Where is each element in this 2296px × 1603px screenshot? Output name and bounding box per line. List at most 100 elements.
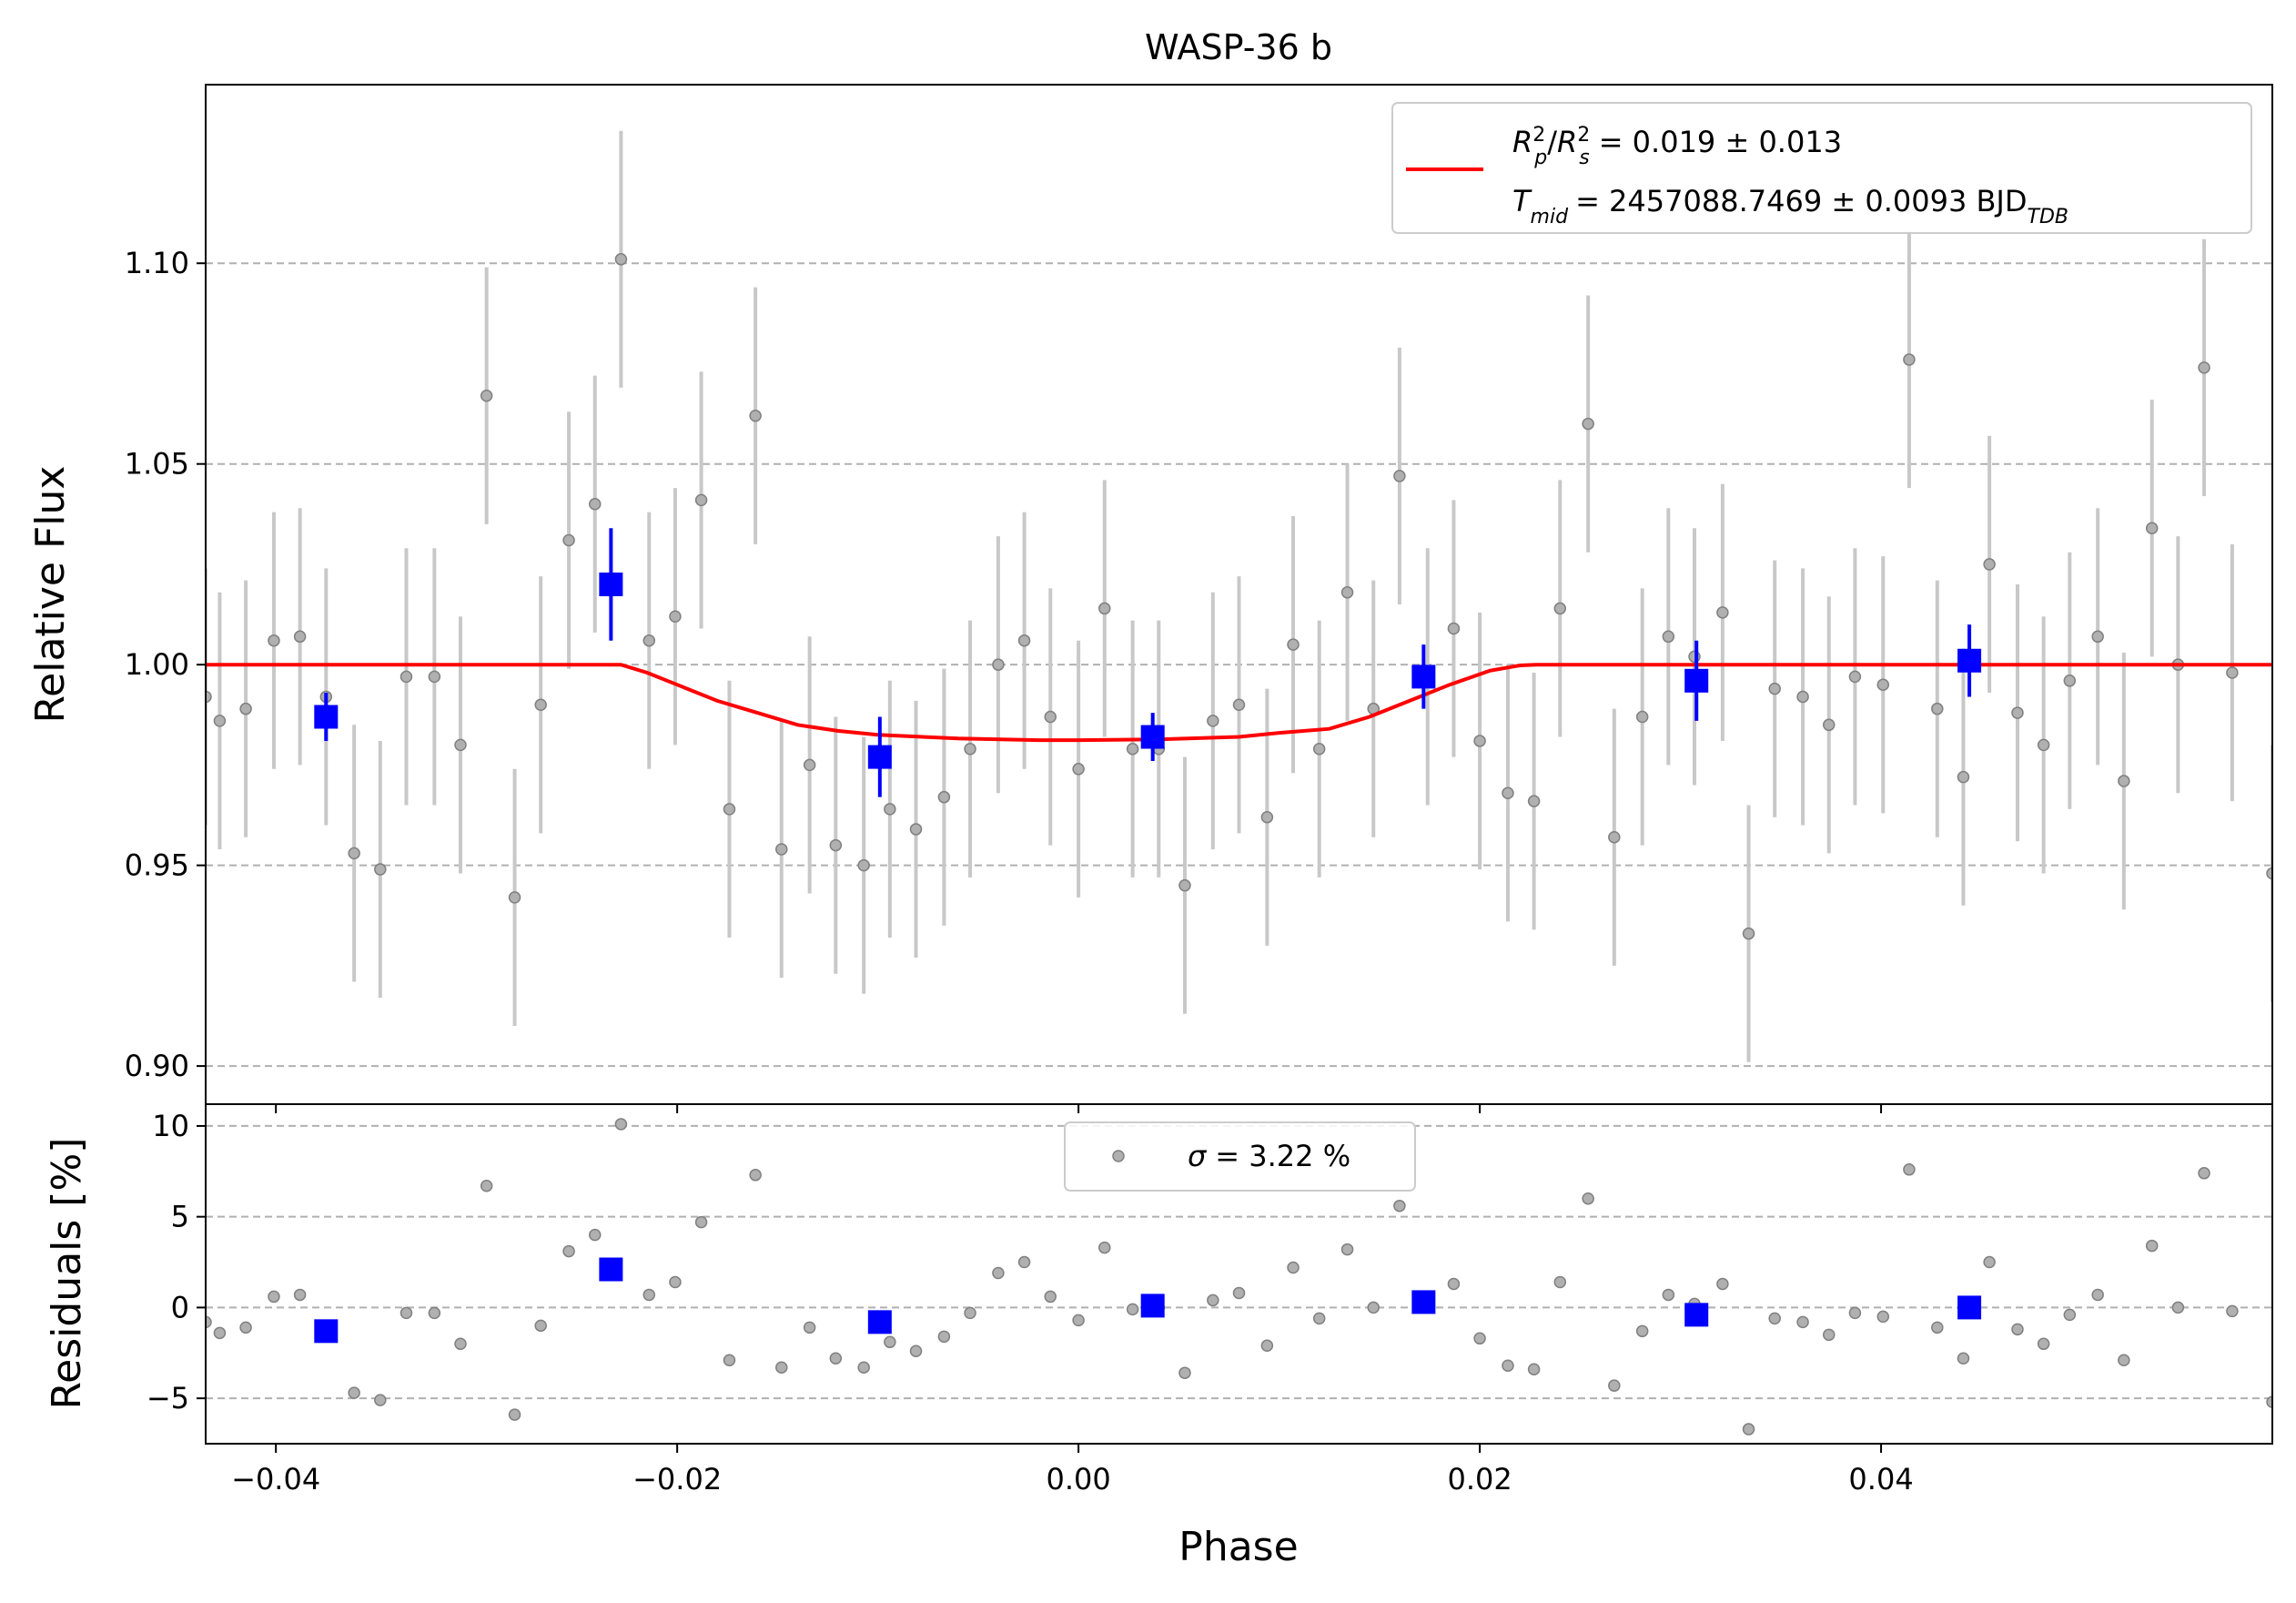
residual-binned-point xyxy=(1411,1290,1436,1314)
residual-point xyxy=(1017,1255,1031,1269)
residual-point xyxy=(1822,1328,1836,1342)
residual-point xyxy=(1207,1294,1219,1307)
res-grid xyxy=(206,1124,2272,1400)
data-point xyxy=(964,743,976,756)
residuals-panel: −5 0 5 10 −0.04 −0.02 0.00 0.02 0.04 Residuals … xyxy=(44,1103,2273,1570)
data-point xyxy=(2063,675,2077,687)
legend-label-tmid: Tmid = 2457088.7469 ± 0.0093 BJDTDB xyxy=(1512,184,2068,228)
binned-point xyxy=(867,745,892,769)
residual-point xyxy=(454,1337,467,1351)
main-legend-box xyxy=(1391,102,2252,234)
data-point xyxy=(749,410,762,422)
data-point xyxy=(2198,361,2210,374)
data-point xyxy=(1716,606,1729,619)
residual-point xyxy=(1044,1290,1057,1304)
residual-point xyxy=(1796,1315,1809,1329)
residual-binned-point xyxy=(1957,1295,1982,1320)
residual-point xyxy=(1553,1275,1567,1289)
data-point xyxy=(1662,630,1675,644)
residual-point xyxy=(1393,1199,1406,1212)
residual-point xyxy=(992,1266,1005,1280)
legend-label-depth: R2 p/R2 s = 0.019 ± 0.013 xyxy=(1512,124,1842,169)
residual-point xyxy=(534,1319,547,1333)
data-point xyxy=(2226,666,2239,679)
residual-point xyxy=(1957,1352,1970,1365)
residual-point xyxy=(2198,1167,2210,1180)
residual-binned-point xyxy=(1140,1294,1165,1318)
xtick-label: −0.04 xyxy=(231,1462,320,1496)
data-point xyxy=(1796,690,1809,704)
data-point xyxy=(1232,698,1246,712)
data-point xyxy=(1768,682,1781,695)
data-point xyxy=(293,630,307,644)
residual-point xyxy=(2226,1304,2239,1318)
data-point xyxy=(1903,353,1916,366)
data-point xyxy=(1098,602,1111,615)
data-point xyxy=(909,823,923,836)
data-point xyxy=(206,690,212,704)
data-point xyxy=(1876,678,1890,691)
residual-point xyxy=(964,1306,976,1320)
x-axis-label: Phase xyxy=(1178,1524,1298,1570)
data-point xyxy=(1527,795,1541,807)
residual-point xyxy=(2145,1239,2159,1253)
residual-point xyxy=(829,1352,843,1365)
residual-point xyxy=(1312,1312,1326,1325)
res-legend-box xyxy=(1064,1121,1416,1192)
residual-point xyxy=(2118,1354,2130,1366)
residual-point xyxy=(508,1408,521,1421)
xtick-label: −0.02 xyxy=(632,1462,722,1496)
residual-point xyxy=(562,1244,575,1258)
data-point xyxy=(348,847,360,860)
data-point xyxy=(857,858,870,872)
model-line xyxy=(206,663,2272,743)
data-point xyxy=(2091,630,2104,644)
data-point xyxy=(1044,710,1057,724)
xtick-label: 0.04 xyxy=(1848,1462,1913,1496)
res-yticks: −5 0 5 10 xyxy=(147,1109,206,1415)
residual-point xyxy=(1527,1363,1541,1375)
residual-point xyxy=(2037,1337,2050,1351)
res-legend: σ = 3.22 % xyxy=(1064,1121,1416,1192)
binned-point xyxy=(1957,648,1982,673)
residual-point xyxy=(2063,1308,2077,1322)
data-point xyxy=(1178,878,1191,892)
res-frame xyxy=(205,1103,2273,1445)
residual-point xyxy=(1178,1366,1191,1379)
data-point xyxy=(1312,743,1326,756)
data-point xyxy=(1848,670,1862,684)
residual-point xyxy=(1340,1243,1354,1256)
residual-point xyxy=(480,1180,493,1192)
residual-point xyxy=(884,1335,896,1349)
residual-point xyxy=(2011,1323,2024,1336)
data-point xyxy=(480,389,493,402)
data-point xyxy=(239,702,252,715)
data-point xyxy=(669,610,682,624)
residual-point xyxy=(1608,1379,1621,1392)
residual-point xyxy=(1072,1314,1085,1327)
data-point xyxy=(694,493,708,507)
residual-point xyxy=(268,1290,280,1304)
data-point xyxy=(1447,622,1461,635)
residual-point xyxy=(803,1321,816,1334)
data-point xyxy=(508,891,521,904)
residual-binned-point xyxy=(314,1319,339,1344)
res-ytick-label: 0 xyxy=(171,1290,189,1324)
res-xticks: −0.04 −0.02 0.00 0.02 0.04 xyxy=(231,1444,1914,1496)
residual-point xyxy=(2091,1288,2104,1302)
main-legend: R2 p/R2 s = 0.019 ± 0.013 Tmid = 2457088.746… xyxy=(1391,102,2252,234)
residual-point xyxy=(1931,1321,1944,1334)
residual-point xyxy=(723,1354,736,1366)
data-point xyxy=(534,698,547,712)
residual-point xyxy=(588,1228,602,1242)
binned-point xyxy=(1411,665,1436,689)
binned-point xyxy=(599,572,623,596)
residual-point xyxy=(1848,1306,1862,1320)
binned-point xyxy=(314,705,339,729)
data-point xyxy=(400,670,413,684)
residual-point xyxy=(428,1306,441,1320)
data-point xyxy=(2037,738,2050,752)
data-point xyxy=(1473,735,1486,747)
data-point xyxy=(562,533,575,547)
residual-point xyxy=(1635,1324,1649,1338)
